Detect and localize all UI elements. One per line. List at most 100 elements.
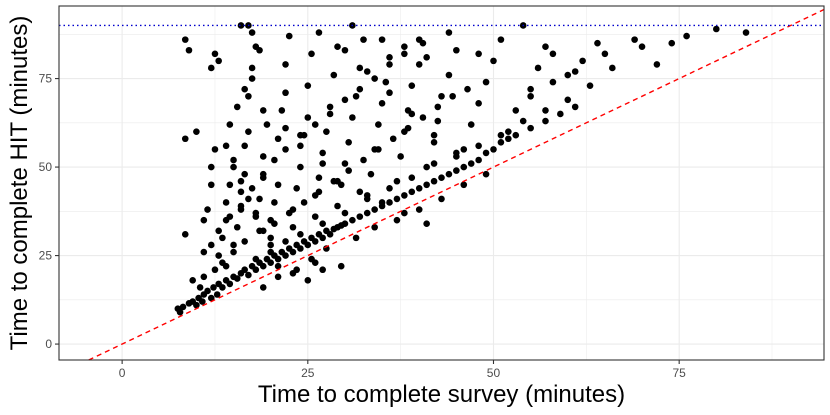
y-tick-label: 0	[45, 337, 52, 351]
data-point	[233, 275, 241, 282]
data-point	[438, 92, 445, 100]
data-point	[415, 61, 423, 68]
data-point	[601, 50, 609, 58]
data-point	[434, 117, 442, 125]
data-point	[319, 234, 326, 242]
data-point	[356, 85, 364, 93]
data-point	[430, 138, 438, 146]
data-point	[222, 199, 230, 206]
data-point	[230, 163, 237, 171]
data-point	[181, 135, 189, 143]
data-point	[415, 206, 423, 213]
data-point	[534, 64, 542, 72]
data-point	[482, 149, 490, 157]
data-point	[259, 170, 267, 178]
data-point	[293, 185, 300, 192]
data-point	[326, 110, 334, 118]
data-point	[378, 36, 386, 43]
data-point	[207, 163, 215, 171]
x-tick-label: 50	[487, 366, 501, 380]
data-point	[419, 114, 427, 121]
data-point	[185, 46, 193, 54]
data-point	[245, 271, 252, 279]
data-point	[219, 234, 226, 242]
data-point	[397, 153, 404, 160]
grid-lines	[59, 6, 824, 360]
data-point	[245, 128, 252, 135]
data-point	[467, 160, 475, 167]
data-point	[282, 124, 289, 132]
data-point	[453, 167, 460, 174]
data-point	[274, 273, 282, 281]
data-point	[505, 128, 512, 135]
data-point	[181, 36, 189, 43]
data-point	[512, 107, 520, 114]
data-point	[204, 206, 211, 213]
data-point	[430, 131, 438, 139]
data-point	[571, 68, 579, 75]
data-point	[386, 61, 393, 68]
data-point	[304, 114, 312, 121]
data-point	[315, 188, 323, 196]
data-point	[245, 195, 252, 203]
data-point	[475, 142, 482, 150]
data-point	[308, 255, 315, 263]
data-point	[349, 114, 356, 121]
data-point	[408, 174, 416, 181]
data-point	[271, 199, 278, 206]
data-point	[360, 36, 367, 43]
data-point	[259, 153, 267, 160]
data-point	[475, 100, 482, 107]
data-point	[200, 273, 208, 281]
data-point	[542, 107, 549, 114]
data-point	[215, 57, 222, 65]
data-point	[267, 241, 274, 249]
data-point	[393, 177, 401, 185]
data-point	[248, 29, 256, 36]
data-point	[378, 100, 386, 107]
data-point	[259, 262, 267, 270]
data-point	[241, 142, 248, 150]
data-point	[285, 209, 293, 217]
data-point	[401, 50, 408, 58]
data-point	[297, 231, 304, 238]
data-point	[215, 252, 222, 259]
data-point	[237, 177, 245, 185]
data-point	[363, 195, 371, 203]
data-point	[430, 160, 438, 167]
data-point	[230, 156, 237, 164]
data-point	[241, 170, 248, 178]
data-point	[519, 117, 527, 125]
data-point	[230, 241, 237, 249]
x-tick-label: 0	[119, 366, 126, 380]
data-point	[267, 248, 274, 256]
data-point	[274, 135, 282, 143]
data-point	[375, 121, 382, 128]
data-point	[527, 92, 534, 100]
data-point	[386, 185, 393, 192]
data-point	[460, 146, 468, 153]
data-point	[713, 25, 720, 33]
data-point	[352, 234, 360, 242]
data-point	[430, 177, 438, 185]
data-point	[226, 121, 234, 128]
axis-ticks: 0 25 50 75 0 25 50 75	[39, 72, 687, 380]
plot-panel	[59, 6, 824, 360]
data-point	[371, 223, 378, 231]
data-point	[557, 110, 564, 118]
y-axis-title: Time to complete HIT (minutes)	[6, 16, 33, 351]
data-point	[386, 89, 393, 97]
data-point	[226, 213, 234, 220]
data-point	[401, 43, 408, 51]
data-point	[315, 174, 323, 181]
data-point	[193, 128, 200, 135]
data-point	[475, 156, 482, 164]
data-point	[248, 75, 256, 82]
data-point	[438, 195, 445, 203]
data-point	[423, 181, 430, 189]
data-point	[341, 209, 349, 217]
data-point	[311, 238, 319, 245]
data-point	[438, 174, 445, 181]
data-point	[497, 138, 505, 146]
data-point	[278, 107, 286, 114]
